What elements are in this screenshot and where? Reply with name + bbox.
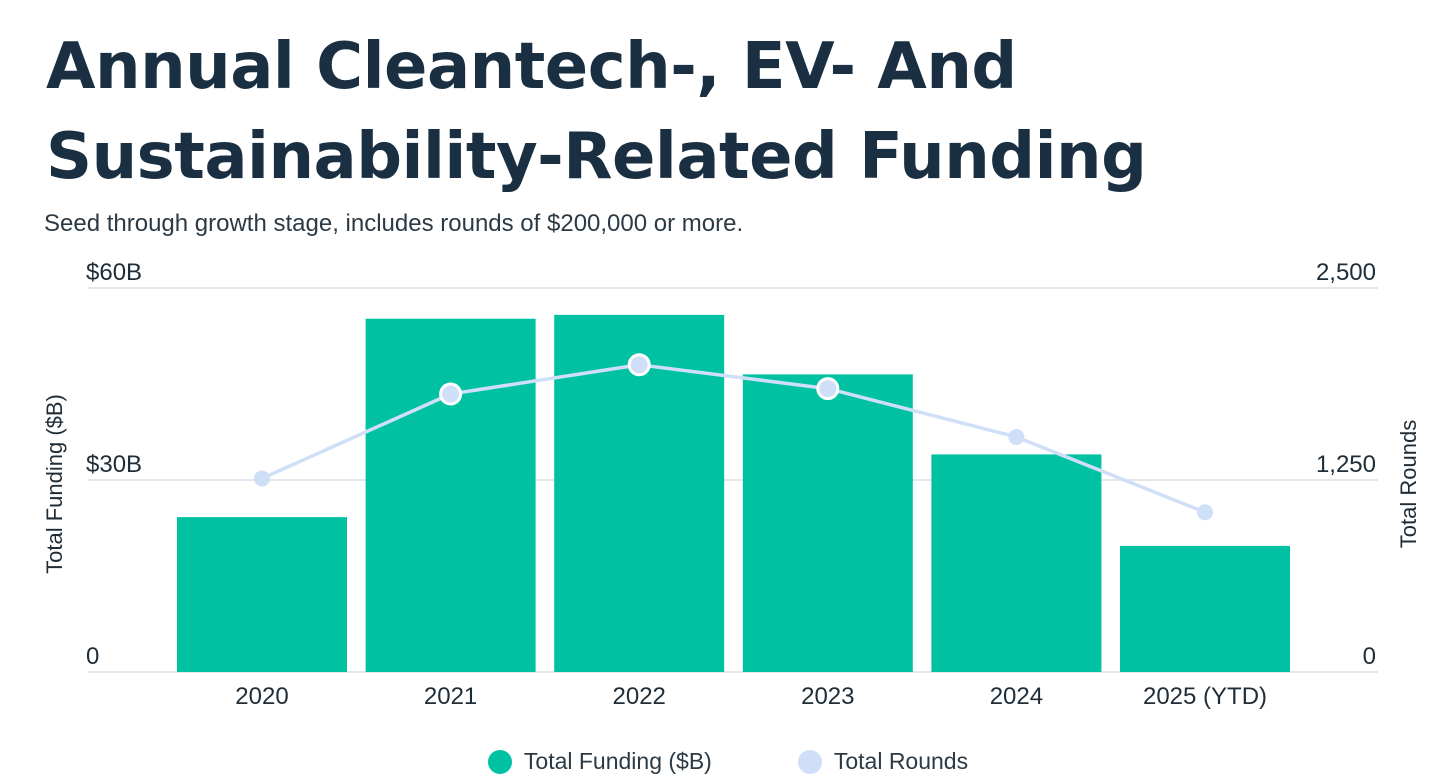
chart-title: Annual Cleantech-, EV- And Sustainabilit… <box>46 22 1426 202</box>
y-right-axis-title: Total Rounds <box>1396 420 1421 548</box>
x-tick-label: 2025 (YTD) <box>1143 683 1267 710</box>
legend: Total Funding ($B) Total Rounds <box>0 748 1456 775</box>
y-right-tick-label: 2,500 <box>1316 259 1376 286</box>
y-right-tick-label: 0 <box>1363 643 1376 670</box>
legend-item-total-rounds[interactable]: Total Rounds <box>797 748 969 775</box>
point-total-rounds <box>439 382 463 406</box>
y-left-tick-label: 0 <box>86 643 99 670</box>
bar-total-funding <box>931 454 1102 672</box>
legend-item-total-funding[interactable]: Total Funding ($B) <box>487 748 712 775</box>
bar-total-funding <box>1120 545 1290 672</box>
point-total-rounds <box>816 377 840 401</box>
x-tick-label: 2021 <box>424 683 477 710</box>
point-total-rounds <box>1008 428 1025 445</box>
x-tick-label: 2020 <box>235 683 288 710</box>
chart-subtitle: Seed through growth stage, includes roun… <box>44 210 744 237</box>
bar-total-funding <box>742 374 913 672</box>
x-tick-label: 2024 <box>990 683 1043 710</box>
point-total-rounds <box>1197 504 1213 521</box>
x-tick-label: 2023 <box>801 683 854 710</box>
y-left-tick-label: $30B <box>86 451 142 478</box>
legend-label-total-funding: Total Funding ($B) <box>523 748 712 774</box>
legend-swatch-total-funding <box>487 749 512 774</box>
y-right-tick-label: 1,250 <box>1316 451 1376 478</box>
line-total-rounds <box>261 363 1206 514</box>
y-left-tick-label: $60B <box>86 259 142 286</box>
point-total-rounds <box>627 353 651 377</box>
bar-total-funding <box>177 517 347 672</box>
legend-label-total-rounds: Total Rounds <box>833 748 969 774</box>
x-tick-label: 2022 <box>613 683 666 710</box>
bar-total-funding <box>365 318 536 672</box>
chart-title-line-2: Sustainability-Related Funding <box>46 120 1147 194</box>
chart-title-line-1: Annual Cleantech-, EV- And <box>46 30 1017 104</box>
y-left-axis-title: Total Funding ($B) <box>42 394 67 574</box>
point-total-rounds <box>254 470 270 487</box>
legend-swatch-total-rounds <box>797 749 822 774</box>
